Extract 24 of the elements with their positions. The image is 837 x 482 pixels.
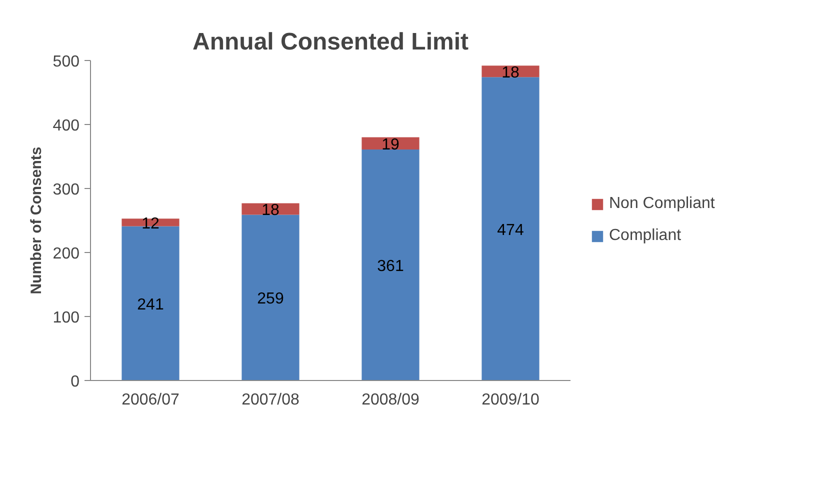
bar: [362, 149, 420, 380]
data-label: 18: [262, 202, 280, 219]
y-tick-label: 300: [52, 182, 80, 198]
y-tick-label: 100: [52, 310, 80, 326]
y-axis-title: Number of Consents: [28, 146, 45, 294]
legend-label: Compliant: [609, 227, 682, 245]
y-tick-label: 200: [52, 246, 80, 262]
data-label: 361: [377, 258, 404, 275]
data-label: 259: [257, 290, 284, 308]
x-tick-label: 2007/08: [242, 392, 300, 408]
y-tick-label: 500: [52, 54, 80, 70]
legend-label: Non Compliant: [609, 195, 715, 213]
chart-title: Annual Consented Limit: [192, 28, 469, 56]
data-label: 19: [382, 136, 400, 154]
x-tick-label: 2008/09: [362, 392, 420, 408]
bar: [482, 77, 540, 380]
y-tick-label: 0: [70, 374, 80, 390]
y-tick-label: 400: [52, 118, 80, 134]
x-tick-label: 2006/07: [122, 392, 180, 408]
bar: [242, 214, 300, 380]
data-label: 18: [502, 64, 520, 82]
data-label: 241: [137, 296, 164, 314]
x-tick-label: 2009/10: [482, 392, 540, 408]
data-label: 474: [497, 222, 524, 239]
